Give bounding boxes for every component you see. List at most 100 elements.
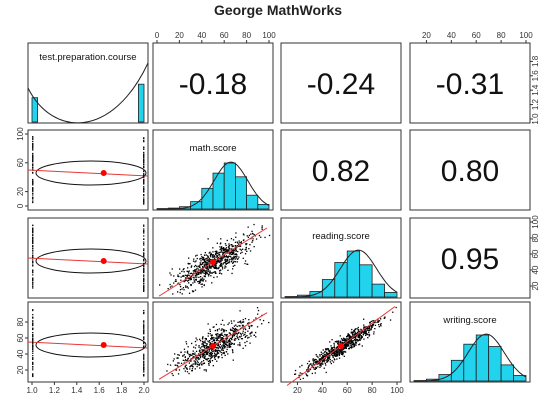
scatter-point (327, 353, 329, 356)
scatter-point (230, 342, 232, 344)
scatter-point (371, 325, 373, 327)
mean-point (100, 258, 107, 264)
scatter-point (200, 263, 203, 266)
scatter-point (221, 328, 223, 330)
scatter-point (344, 344, 347, 346)
scatter-point (177, 354, 179, 356)
scatter-point (232, 257, 234, 260)
scatter-point (205, 263, 208, 266)
scatter-point (175, 369, 177, 371)
scatter-point (332, 349, 335, 351)
scatter-point (306, 374, 308, 377)
scatter-point (200, 351, 202, 354)
scatter-point (352, 335, 354, 337)
scatter-point (352, 337, 354, 339)
scatter-point (357, 331, 360, 333)
scatter-point (325, 355, 327, 357)
rug-point (143, 364, 145, 366)
scatter-point (211, 272, 213, 274)
scatter-point (179, 268, 181, 270)
scatter-point (194, 347, 197, 349)
scatter-point (220, 345, 223, 347)
scatter-point (226, 239, 228, 242)
scatter-point (337, 343, 339, 345)
scatter-point (245, 248, 247, 251)
scatter-point (190, 360, 192, 362)
rug-point (143, 347, 145, 349)
panel-frame-0-2 (280, 42, 402, 124)
scatter-point (359, 343, 361, 345)
scatter-point (327, 356, 329, 358)
scatter-point (203, 269, 205, 271)
histogram-bar (371, 283, 385, 298)
rug-point (143, 175, 145, 177)
scatter-point (346, 340, 348, 342)
scatter-point (173, 275, 175, 277)
scatter-point (217, 342, 219, 345)
scatter-point (215, 347, 217, 349)
scatter-point (206, 263, 208, 265)
scatter-point (377, 320, 379, 323)
scatter-point (319, 364, 321, 367)
scatter-point (223, 352, 225, 355)
scatter-point (214, 350, 217, 352)
scatter-point (195, 350, 198, 352)
scatter-point (195, 344, 197, 346)
scatter-point (200, 283, 202, 285)
scatter-point (200, 280, 202, 282)
scatter-point (389, 319, 392, 321)
rug-point (32, 314, 34, 316)
panel-prep-vs-math-score (27, 136, 149, 205)
scatter-point (221, 337, 223, 339)
scatter-point (324, 348, 327, 350)
rug-point (143, 189, 145, 191)
scatter-point (305, 373, 307, 375)
scatter-point (206, 353, 208, 356)
scatter-point (224, 259, 227, 261)
scatter-point (219, 346, 221, 348)
scatter-point (220, 323, 222, 325)
scatter-point (261, 228, 263, 230)
scatter-point (329, 341, 331, 343)
scatter-point (208, 350, 210, 352)
scatter-point (322, 363, 324, 365)
scatter-point (346, 345, 348, 347)
scatter-point (321, 360, 324, 362)
rug-point (143, 277, 145, 279)
scatter-point (227, 353, 229, 355)
scatter-point (209, 261, 211, 263)
rug-point (143, 137, 145, 139)
scatter-point (233, 343, 235, 345)
scatter-point (338, 353, 340, 355)
scatter-point (225, 263, 227, 265)
scatter-point (235, 328, 237, 330)
scatter-point (217, 343, 219, 345)
rug-point (143, 249, 145, 252)
scatter-point (370, 328, 372, 330)
scatter-point (195, 255, 197, 257)
scatter-point (233, 328, 236, 330)
panel-frame-2-1 (152, 217, 274, 299)
scatter-point (319, 355, 321, 357)
scatter-point (328, 349, 330, 352)
rug-point (32, 236, 34, 238)
rug-point (32, 270, 34, 272)
scatter-point (237, 337, 239, 339)
scatter-point (206, 358, 208, 360)
scatter-point (355, 337, 357, 339)
scatter-point (356, 331, 358, 334)
scatter-point (215, 253, 217, 255)
scatter-point (221, 246, 223, 248)
scatter-point (241, 338, 244, 340)
scatter-point (312, 359, 314, 361)
scatter-point (358, 332, 360, 335)
scatter-point (341, 353, 344, 355)
scatter-point (207, 273, 209, 276)
scatter-point (338, 351, 341, 354)
scatter-point (188, 362, 190, 364)
scatter-point (245, 247, 247, 249)
rug-point (143, 355, 145, 357)
scatter-point (187, 263, 190, 265)
scatter-point (327, 358, 329, 360)
scatter-point (360, 332, 363, 334)
